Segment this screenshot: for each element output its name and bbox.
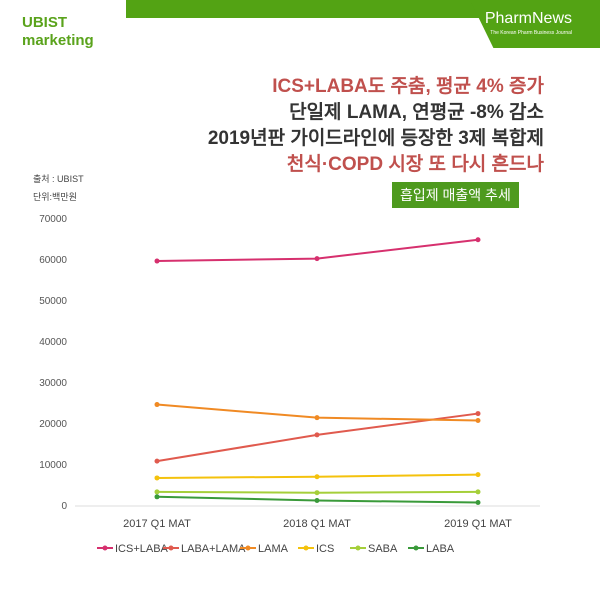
brand-line2: marketing [22,32,94,49]
y-tick-label: 70000 [39,214,67,225]
brand-line1: UBIST [22,14,67,31]
x-tick-label: 2019 Q1 MAT [444,518,512,530]
legend-marker [245,545,251,551]
data-point [314,432,320,438]
data-point [314,415,320,421]
data-point [314,490,320,496]
data-point [154,489,160,495]
data-point [475,472,481,478]
data-point [314,256,320,262]
data-point [154,258,160,264]
data-point [475,418,481,424]
data-point [154,494,160,500]
legend-marker [168,545,174,551]
headline: ICS+LABA도 주춤, 평균 4% 증가 단일제 LAMA, 연평균 -8%… [208,74,544,178]
publisher-name: PharmNews [484,10,572,27]
source-text: 출처 : UBIST [33,174,84,184]
legend-marker [303,545,309,551]
y-tick-label: 20000 [39,419,67,430]
y-tick-label: 10000 [39,460,67,471]
legend-marker [413,545,419,551]
headline-line: 천식·COPD 시장 또 다시 흔드나 [286,154,544,175]
data-point [475,411,481,417]
unit-text: 단위:백만원 [33,192,77,202]
data-point [475,500,481,506]
series-line-laba-lama [156,412,479,463]
data-point [154,402,160,408]
x-tick-label: 2017 Q1 MAT [123,518,191,530]
x-tick-label: 2018 Q1 MAT [283,518,351,530]
legend-label: LAMA [258,543,289,555]
legend-marker [102,545,108,551]
data-point [154,458,160,464]
y-tick-label: 60000 [39,255,67,266]
legend-label: LABA [426,543,455,555]
chart-title: 흡입제 매출액 추세 [392,182,519,208]
headline-line: 단일제 LAMA, 연평균 -8% 감소 [289,102,544,123]
data-point [314,474,320,480]
headline-line: ICS+LABA도 주춤, 평균 4% 증가 [272,76,544,97]
legend-label: ICS [316,543,334,555]
data-point [314,497,320,503]
brand-logo: UBIST marketing [22,14,94,50]
data-point [475,237,481,243]
y-tick-label: 50000 [39,296,67,307]
legend-label: ICS+LABA [115,543,169,555]
publisher-tagline: The Korean Pharm Business Journal [490,30,572,36]
legend-marker [355,545,361,551]
y-tick-label: 0 [61,501,67,512]
data-point [475,489,481,495]
legend-label: SABA [368,543,398,555]
source-note: 출처 : UBIST 단위:백만원 [33,170,84,206]
y-tick-label: 30000 [39,378,67,389]
y-tick-label: 40000 [39,337,67,348]
data-point [154,475,160,481]
publisher-logo: PharmNews The Korean Pharm Business Jour… [470,0,600,48]
headline-line: 2019년판 가이드라인에 등장한 3제 복합제 [207,128,544,149]
legend-label: LABA+LAMA [181,543,246,555]
